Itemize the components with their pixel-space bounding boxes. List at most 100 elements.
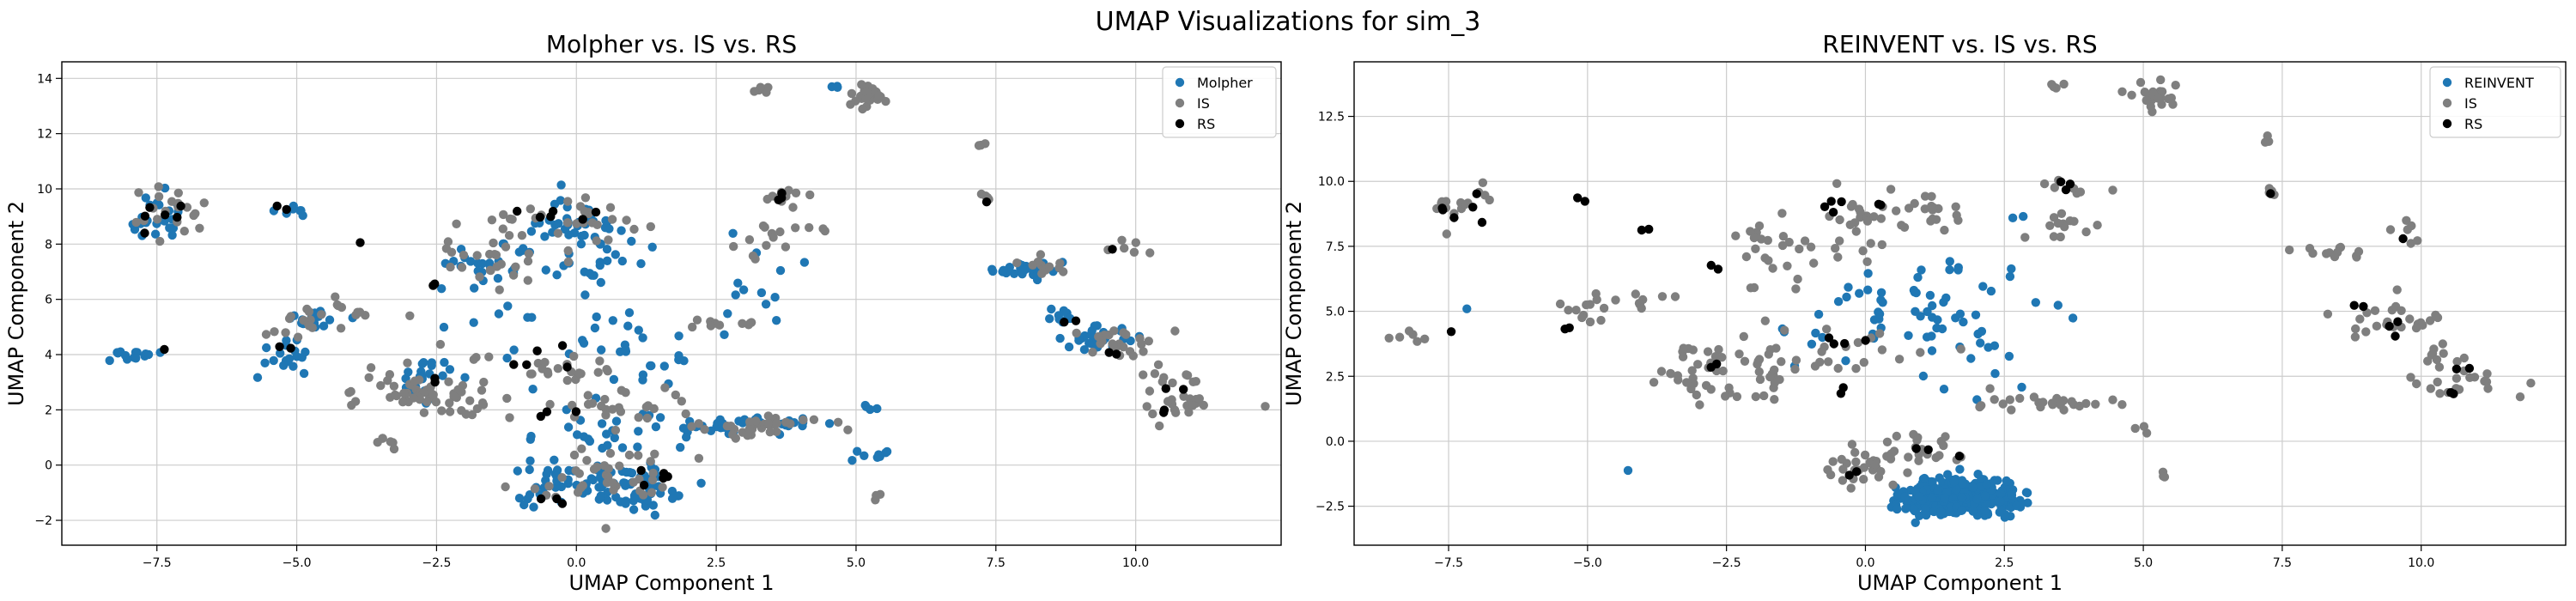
- p1-point-is-370: [2480, 376, 2489, 386]
- p1-point-is-110: [1777, 209, 1787, 218]
- p1-point-is-146: [1853, 337, 1863, 348]
- p1-point-reinvent-457: [1917, 265, 1926, 275]
- p0-point-is-76: [392, 391, 401, 401]
- p1-point-is-323: [2285, 245, 2294, 255]
- p0-point-is-298: [791, 223, 800, 233]
- p0-point-is-102: [419, 408, 429, 417]
- p0-point-is-46: [364, 373, 374, 382]
- p1-point-is-359: [2452, 356, 2462, 367]
- p1-point-rs-36: [2056, 177, 2066, 186]
- p0-point-is-209: [575, 202, 586, 211]
- p0-point-is-303: [729, 241, 738, 252]
- p0-point-molpher-31: [165, 223, 174, 233]
- p1-point-reinvent-416: [2012, 501, 2021, 511]
- p0-point-molpher-322: [563, 422, 574, 432]
- p1-point-is-18: [1384, 333, 1394, 343]
- p0-ytick-label-2: 2: [45, 404, 52, 417]
- p0-point-is-414: [1142, 402, 1151, 411]
- p1-point-reinvent-411: [1933, 486, 1942, 495]
- p1-point-is-153: [1876, 214, 1886, 223]
- p0-point-molpher-188: [502, 353, 512, 363]
- p0-point-is-208: [592, 220, 602, 229]
- p1-point-is-22: [1555, 299, 1565, 309]
- p0-point-is-216: [601, 524, 611, 533]
- p0-point-is-285: [833, 417, 843, 427]
- p0-point-is-289: [744, 424, 754, 434]
- p0-point-molpher-394: [848, 456, 857, 465]
- p0-point-molpher-99: [404, 367, 413, 377]
- p1-point-is-82: [1770, 365, 1779, 374]
- p1-point-is-154: [1886, 185, 1896, 194]
- p0-point-is-277: [763, 411, 773, 421]
- p0-point-molpher-431: [1079, 345, 1090, 355]
- p1-point-rs-31: [1923, 445, 1933, 454]
- p0-point-is-204: [607, 215, 617, 224]
- p1-point-is-139: [1859, 357, 1868, 367]
- p0-point-molpher-264: [550, 455, 559, 464]
- p1-point-is-113: [1764, 256, 1773, 265]
- p0-point-molpher-218: [638, 333, 647, 343]
- p0-point-molpher-183: [592, 312, 601, 322]
- p0-point-molpher-156: [526, 227, 537, 236]
- p1-point-is-46: [1687, 366, 1697, 375]
- p0-point-is-139: [495, 285, 504, 294]
- p1-point-reinvent-446: [1874, 309, 1885, 319]
- p0-point-molpher-146: [602, 245, 612, 254]
- p0-point-rs-19: [535, 212, 545, 222]
- p0-point-is-229: [582, 456, 592, 465]
- p1-point-reinvent-279: [2022, 488, 2032, 498]
- p0-point-molpher-177: [585, 269, 594, 278]
- p1-point-is-385: [2406, 239, 2415, 248]
- p1-point-is-8: [1442, 229, 1452, 239]
- p1-point-is-283: [2039, 179, 2050, 189]
- p0-point-molpher-87: [440, 357, 449, 367]
- p0-point-molpher-422: [1018, 270, 1027, 279]
- p1-point-is-131: [1790, 364, 1800, 374]
- p0-point-is-175: [681, 409, 690, 419]
- p0-point-is-399: [1150, 369, 1160, 379]
- p1-point-reinvent-492: [1462, 304, 1472, 313]
- p0-point-molpher-306: [648, 501, 658, 510]
- p0-point-is-345: [861, 94, 871, 103]
- p1-point-is-267: [2057, 209, 2067, 218]
- p0-point-molpher-267: [514, 494, 525, 503]
- p1-point-is-199: [1847, 440, 1857, 449]
- p0-point-molpher-154: [595, 260, 605, 270]
- p0-xtick-label-6: 7.5: [987, 556, 1005, 570]
- p1-point-rs-30: [1876, 200, 1886, 209]
- p0-point-rs-4: [140, 211, 150, 221]
- p1-point-is-57: [1703, 347, 1713, 356]
- p0-point-molpher-224: [638, 375, 647, 385]
- p1-point-rs-5: [1437, 203, 1447, 213]
- p1-point-is-26: [1571, 306, 1581, 315]
- p1-point-rs-37: [2266, 189, 2275, 198]
- p0-point-rs-0: [160, 344, 169, 355]
- p1-point-rs-9: [1580, 197, 1590, 206]
- p0-legend-label-molpher: Molpher: [1197, 75, 1253, 91]
- p0-point-is-86: [410, 376, 420, 385]
- p0-point-is-327: [762, 88, 771, 97]
- p0-point-is-286: [745, 417, 755, 427]
- p0-point-molpher-395: [882, 446, 892, 457]
- p1-point-rs-33: [1911, 444, 1921, 453]
- p0-ytick-label-6: 10: [37, 183, 52, 197]
- p0-point-molpher-84: [427, 361, 436, 370]
- p0-point-is-348: [846, 100, 855, 109]
- p1-point-is-307: [2171, 81, 2180, 90]
- p0-point-is-124: [501, 242, 511, 252]
- p0-point-is-130: [523, 276, 532, 285]
- p1-point-rs-22: [1861, 336, 1870, 345]
- p0-point-is-66: [419, 388, 428, 398]
- p0-point-is-101: [445, 398, 454, 408]
- p0-point-is-252: [615, 461, 624, 470]
- p1-point-reinvent-342: [1955, 464, 1965, 474]
- p1-point-is-352: [2411, 323, 2421, 333]
- p0-point-is-32: [281, 328, 290, 337]
- p1-point-is-264: [2081, 227, 2091, 237]
- p1-point-is-192: [1838, 476, 1848, 485]
- p1-point-is-144: [1833, 363, 1843, 373]
- p0-point-is-119: [563, 257, 574, 267]
- p1-point-reinvent-468: [1977, 326, 1987, 337]
- p0-point-is-202: [452, 219, 461, 228]
- p0-point-is-244: [544, 482, 554, 491]
